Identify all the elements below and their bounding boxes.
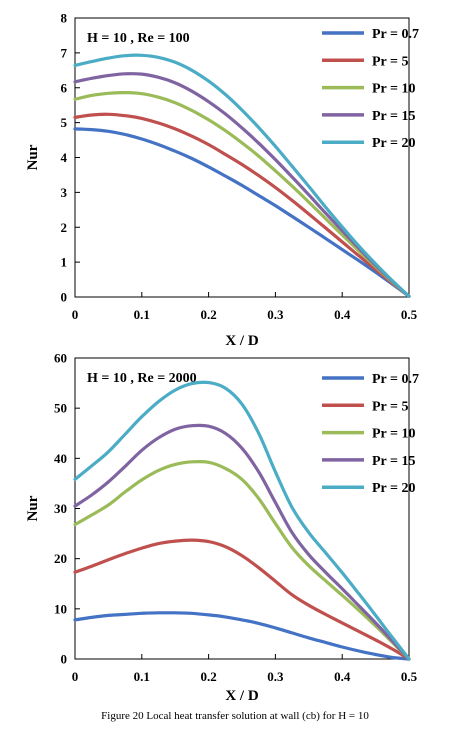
x-tick-label: 0.4: [334, 669, 351, 684]
x-axis-label: X / D: [225, 333, 259, 349]
series-line-5: [73, 53, 411, 298]
y-tick-label: 1: [61, 255, 68, 270]
legend-label: Pr = 5: [372, 399, 409, 414]
series-line-5: [73, 380, 411, 661]
legend-label: Pr = 0.7: [372, 372, 419, 387]
x-tick-label: 0.1: [134, 669, 150, 684]
y-tick-label: 2: [61, 220, 68, 235]
chart-annotation: H = 10 , Re = 2000: [87, 371, 197, 386]
x-tick-label: 0.4: [334, 307, 351, 322]
x-tick-label: 0: [72, 669, 79, 684]
x-axis-label: X / D: [225, 688, 259, 704]
legend-label: Pr = 10: [372, 427, 416, 442]
y-tick-label: 4: [61, 150, 68, 165]
series-line-3: [73, 459, 411, 661]
x-tick-label: 0.5: [401, 307, 418, 322]
legend-label: Pr = 15: [372, 109, 416, 124]
y-tick-label: 8: [61, 11, 68, 26]
y-tick-label: 7: [61, 45, 68, 60]
y-axis-label: Nur: [25, 144, 41, 170]
x-tick-label: 0: [72, 307, 79, 322]
legend-label: Pr = 15: [372, 454, 416, 469]
series-line-1: [73, 127, 411, 298]
series-line-2: [73, 538, 411, 661]
y-tick-label: 50: [54, 401, 67, 416]
legend-label: Pr = 20: [372, 481, 416, 496]
series-line-4: [73, 423, 411, 661]
y-tick-label: 0: [61, 290, 68, 305]
y-tick-label: 3: [61, 185, 68, 200]
y-tick-label: 6: [61, 80, 68, 95]
x-tick-label: 0.5: [401, 669, 418, 684]
y-axis-label: Nur: [25, 495, 41, 521]
series-line-4: [73, 72, 411, 298]
legend-label: Pr = 5: [372, 54, 409, 69]
y-tick-label: 5: [61, 115, 68, 130]
x-tick-label: 0.2: [200, 307, 216, 322]
y-tick-label: 30: [54, 501, 67, 516]
series-line-1: [73, 611, 411, 661]
chart-top: 0 1 2 3 4 5 6 7 8 0 0.1 0.2 0.3 0.4 0.5 X / D Nur H = 10 …: [25, 11, 419, 350]
x-tick-label: 0.2: [200, 669, 216, 684]
figure-caption: Figure 20 Local heat transfer solution a…: [101, 710, 369, 722]
x-tick-label: 0.3: [267, 307, 284, 322]
y-tick-label: 60: [54, 351, 67, 366]
y-tick-label: 40: [54, 451, 67, 466]
x-tick-label: 0.3: [267, 669, 284, 684]
x-tick-label: 0.1: [134, 307, 150, 322]
series-line-3: [73, 91, 411, 298]
chart-annotation: H = 10 , Re = 100: [87, 31, 190, 46]
chart-bottom: 0 10 20 30 40 50 60 0 0.1 0.2 0.3 0.4 0.5 X / D Nur H =…: [25, 351, 419, 705]
y-tick-label: 20: [54, 551, 67, 566]
legend-label: Pr = 20: [372, 136, 416, 151]
y-tick-label: 0: [61, 652, 68, 667]
y-tick-label: 10: [54, 601, 67, 616]
legend-label: Pr = 0.7: [372, 27, 419, 42]
series-line-2: [73, 112, 411, 298]
legend-label: Pr = 10: [372, 82, 416, 97]
